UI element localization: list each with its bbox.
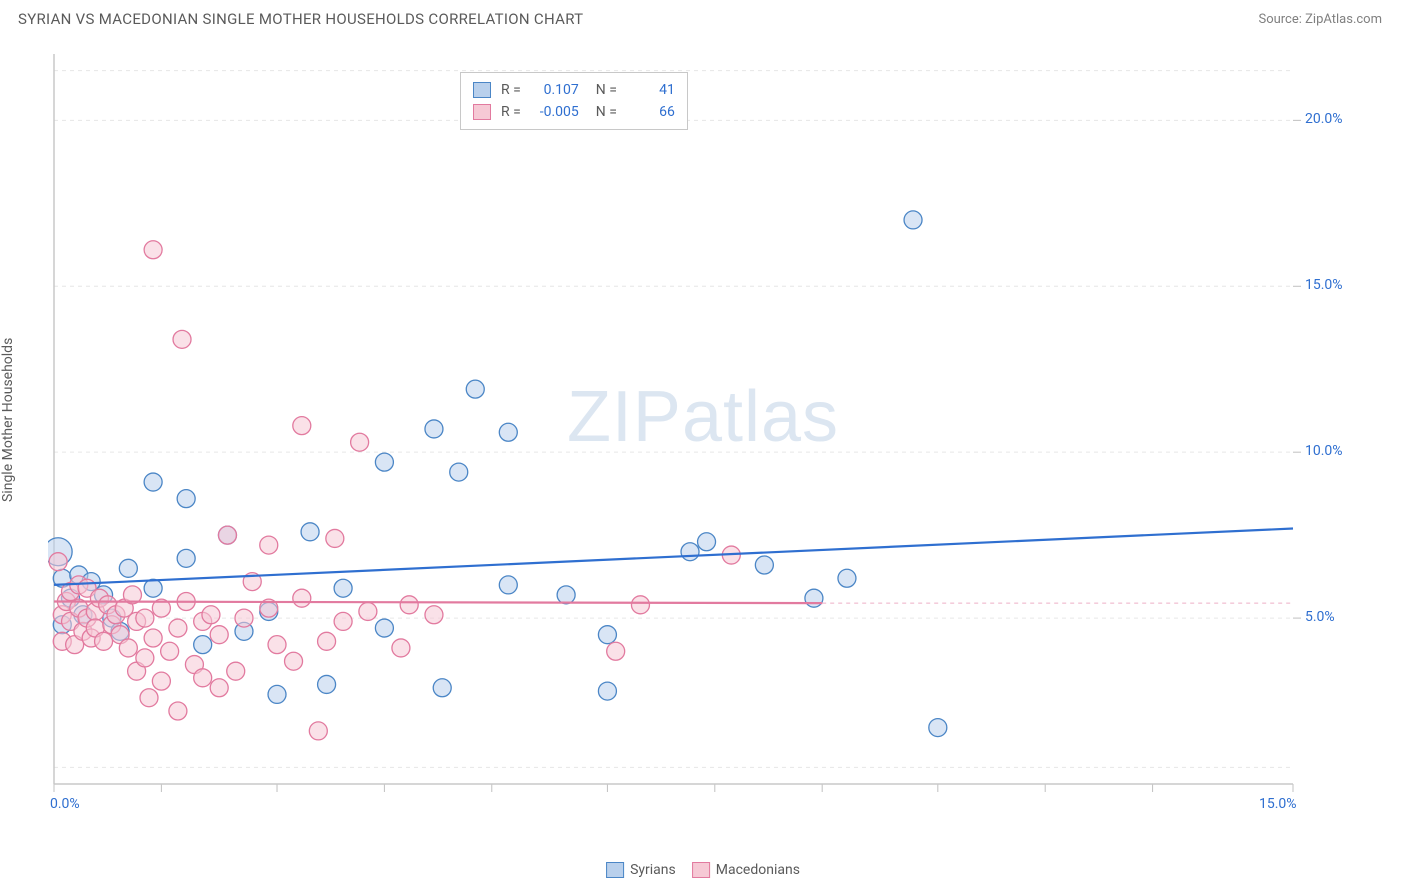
legend-swatch-blue	[473, 82, 491, 98]
r-value-macedonians: -0.005	[527, 101, 579, 123]
source-label: Source:	[1258, 12, 1305, 27]
legend-swatch-pink	[473, 104, 491, 120]
legend-item-macedonians: Macedonians	[692, 862, 800, 878]
y-tick-label: 10.0%	[1305, 443, 1343, 459]
y-tick-label: 20.0%	[1305, 111, 1343, 127]
y-axis-label: Single Mother Households	[0, 337, 16, 501]
legend-swatch-pink	[692, 862, 710, 878]
legend-row-syrians: R = 0.107 N = 41	[473, 79, 675, 101]
n-label: N =	[589, 101, 617, 123]
n-value-syrians: 41	[623, 79, 675, 101]
x-tick-label: 0.0%	[50, 796, 80, 812]
correlation-legend: R = 0.107 N = 41 R = -0.005 N = 66	[460, 72, 688, 130]
scatter-plot	[48, 44, 1348, 824]
y-tick-label: 15.0%	[1305, 277, 1343, 293]
legend-row-macedonians: R = -0.005 N = 66	[473, 101, 675, 123]
legend-swatch-blue	[606, 862, 624, 878]
chart-header: SYRIAN VS MACEDONIAN SINGLE MOTHER HOUSE…	[0, 0, 1406, 34]
source-link[interactable]: ZipAtlas.com	[1305, 12, 1382, 27]
n-label: N =	[589, 79, 617, 101]
r-label: R =	[501, 101, 521, 123]
legend-item-syrians: Syrians	[606, 862, 676, 878]
n-value-macedonians: 66	[623, 101, 675, 123]
legend-label-macedonians: Macedonians	[716, 862, 800, 878]
legend-label-syrians: Syrians	[630, 862, 676, 878]
x-axis-legend: Syrians Macedonians	[606, 862, 800, 878]
y-tick-label: 5.0%	[1305, 609, 1335, 625]
r-value-syrians: 0.107	[527, 79, 579, 101]
chart-title: SYRIAN VS MACEDONIAN SINGLE MOTHER HOUSE…	[18, 10, 583, 28]
source-attribution: Source: ZipAtlas.com	[1258, 12, 1382, 27]
x-tick-label: 15.0%	[1259, 796, 1297, 812]
chart-area: Single Mother Households ZIPatlas R = 0.…	[0, 34, 1406, 884]
r-label: R =	[501, 79, 521, 101]
